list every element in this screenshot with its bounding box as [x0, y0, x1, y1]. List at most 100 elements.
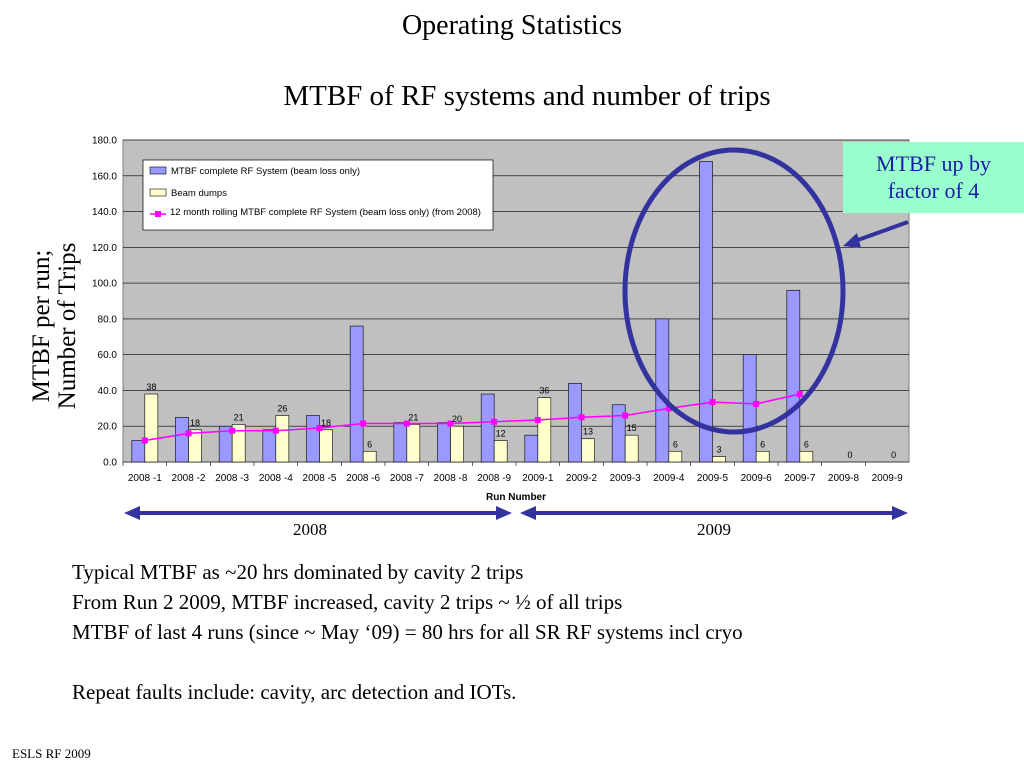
bar-mtbf: [393, 422, 408, 463]
bar-mtbf: [262, 429, 277, 463]
data-label: 36: [539, 386, 549, 396]
data-label: 18: [190, 418, 200, 428]
data-label: 6: [673, 439, 678, 449]
data-label: 6: [760, 439, 765, 449]
bars: [131, 161, 814, 463]
x-tick-labels: 2008 -1 2008 -2 2008 -3 2008 -4 2008 -5 2008 …: [122, 462, 904, 484]
x-tick-label: 2009-9: [872, 473, 904, 484]
x-tick-label: 2009-4: [653, 473, 685, 484]
bar-mtbf: [568, 382, 582, 463]
bar-dumps: [450, 425, 464, 463]
rolling-mtbf-point: [360, 420, 367, 427]
bar-dumps: [406, 424, 421, 463]
bar-dumps: [231, 424, 246, 463]
rolling-mtbf-point: [491, 418, 498, 425]
x-tick-label: 2008 -7: [390, 473, 424, 484]
note-line: From Run 2 2009, MTBF increased, cavity …: [72, 590, 623, 614]
rolling-mtbf-point: [272, 427, 279, 434]
bar-dumps: [712, 456, 726, 463]
y-tick-label: 80.0: [98, 314, 118, 325]
rolling-mtbf-point: [316, 425, 323, 432]
bar-mtbf: [131, 440, 146, 463]
bar-dumps: [144, 393, 159, 463]
data-label: 38: [146, 382, 156, 392]
bar-mtbf: [437, 422, 451, 463]
rolling-mtbf-point: [141, 437, 148, 444]
y-tick-label: 160.0: [92, 171, 117, 182]
y-tick-label: 40.0: [98, 386, 118, 397]
callout-arrow: [843, 220, 909, 248]
bar-dumps: [537, 397, 552, 463]
bar-mtbf: [306, 415, 320, 463]
rolling-mtbf-point: [447, 420, 454, 427]
year-2008-arrow: [124, 506, 512, 520]
data-label: 3: [716, 445, 721, 455]
bar-mtbf: [349, 325, 364, 463]
data-label: 21: [234, 412, 244, 422]
x-tick-label: 2009-8: [828, 473, 860, 484]
legend-swatch-rolling: [155, 211, 161, 217]
bar-dumps: [799, 450, 814, 463]
bar-dumps: [668, 450, 683, 463]
x-tick-label: 2008 -3: [215, 473, 249, 484]
rolling-mtbf-point: [796, 391, 803, 398]
legend-swatch-mtbf: [149, 166, 167, 175]
bar-mtbf: [786, 289, 801, 463]
x-tick-label: 2008 -5: [303, 473, 337, 484]
chart-title: MTBF of RF systems and number of trips: [283, 80, 771, 112]
rolling-mtbf-point: [534, 416, 541, 423]
data-label: 26: [277, 403, 287, 413]
y-tick-label: 0.0: [103, 458, 117, 469]
bar-mtbf: [699, 161, 713, 463]
y-tick-labels: 0.0 20.0 40.0 60.0 80.0 100.0 120.0 140.0 160.0 1…: [92, 136, 117, 469]
rolling-mtbf-point: [622, 412, 629, 419]
rolling-mtbf-line: [144, 393, 800, 442]
legend: MTBF complete RF System (beam loss only)…: [142, 159, 494, 231]
footer: ESLS RF 2009: [12, 746, 91, 761]
data-label: 20: [452, 414, 462, 424]
x-tick-label: 2008 -1: [128, 473, 162, 484]
x-tick-label: 2009-6: [741, 473, 773, 484]
x-tick-label: 2008 -9: [477, 473, 511, 484]
x-axis-label: Run Number: [486, 492, 546, 503]
x-tick-label: 2008 -6: [346, 473, 380, 484]
bar-mtbf: [742, 354, 757, 463]
bar-dumps: [624, 434, 639, 463]
note-line: Typical MTBF as ~20 hrs dominated by cav…: [72, 560, 524, 584]
rolling-mtbf-point: [578, 414, 585, 421]
data-label: 0: [891, 450, 896, 460]
rolling-mtbf-point: [753, 400, 760, 407]
rolling-mtbf-point: [709, 399, 716, 406]
legend-rolling: 12 month rolling MTBF complete RF System…: [170, 207, 481, 218]
bar-dumps: [188, 429, 202, 463]
data-label: 21: [408, 412, 418, 422]
y-tick-label: 120.0: [92, 243, 117, 254]
x-tick-label: 2008 -2: [172, 473, 206, 484]
bar-dumps: [493, 440, 508, 463]
highlight-ellipse: [622, 147, 846, 435]
callout-line-2: factor of 4: [887, 178, 980, 203]
y-tick-label: 140.0: [92, 207, 117, 218]
bar-dumps: [362, 450, 377, 463]
year-2009-label: 2009: [697, 520, 731, 539]
bar-mtbf: [480, 393, 495, 463]
x-tick-label: 2009-5: [697, 473, 729, 484]
data-label: 12: [496, 429, 506, 439]
data-label: 0: [847, 450, 852, 460]
x-tick-label: 2009-3: [610, 473, 642, 484]
y-tick-label: 20.0: [98, 422, 118, 433]
data-label: 6: [804, 439, 809, 449]
note-line: Repeat faults include: cavity, arc detec…: [72, 680, 517, 704]
rolling-mtbf-point: [229, 427, 236, 434]
x-tick-label: 2008 -8: [434, 473, 468, 484]
x-tick-label: 2008 -4: [259, 473, 293, 484]
notes: Typical MTBF as ~20 hrs dominated by cav…: [72, 557, 972, 707]
bar-mtbf: [524, 434, 539, 463]
year-2009-arrow: [520, 506, 908, 520]
y-tick-label: 180.0: [92, 136, 117, 147]
note-line: MTBF of last 4 runs (since ~ May ‘09) = …: [72, 620, 743, 644]
legend-swatch-dumps: [149, 188, 167, 197]
callout-line-1: MTBF up by: [876, 151, 991, 176]
